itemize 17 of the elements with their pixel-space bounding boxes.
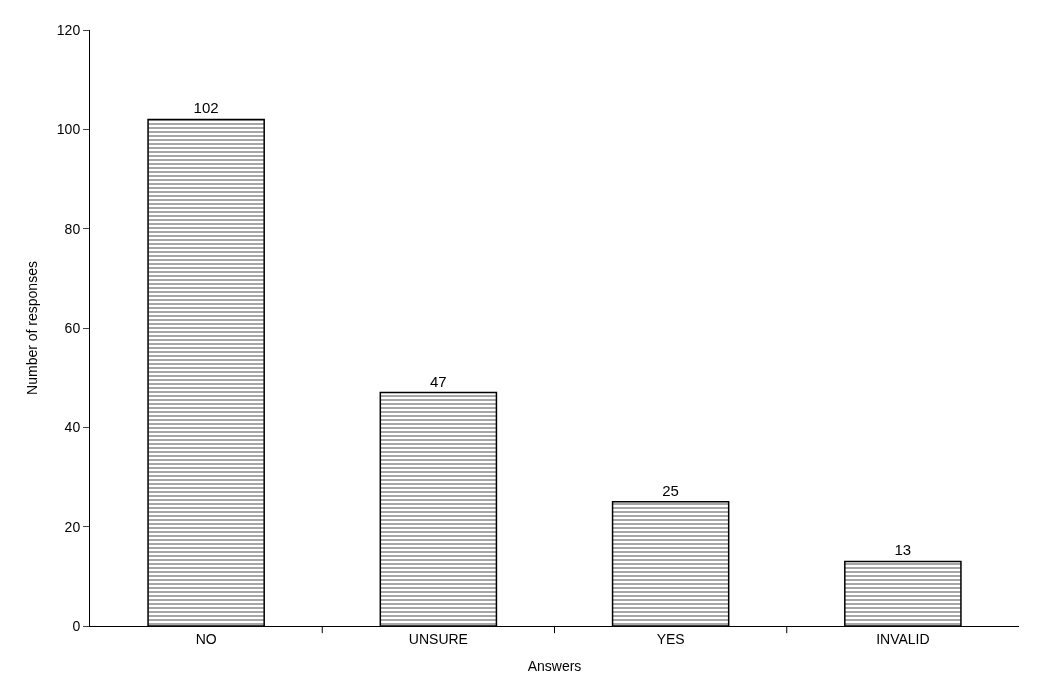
y-tick-label: 100	[56, 121, 81, 138]
x-tick-label: INVALID	[876, 630, 930, 647]
data-label: 102	[193, 99, 219, 117]
x-axis-title: Answers	[527, 658, 582, 675]
y-axis-title: Number of responses	[24, 261, 41, 395]
y-tick-label: 60	[64, 319, 81, 336]
x-tick-label: NO	[195, 630, 217, 647]
y-tick-label: 120	[56, 21, 81, 38]
data-label: 25	[662, 481, 679, 499]
data-label: 13	[894, 541, 912, 559]
y-tick-label: 80	[64, 220, 81, 237]
x-tick-label: YES	[656, 630, 685, 647]
x-tick-label: UNSURE	[408, 630, 468, 647]
y-tick-label: 20	[64, 518, 81, 535]
y-tick-label: 0	[72, 617, 81, 634]
data-label: 47	[430, 372, 447, 390]
y-tick-label: 40	[64, 419, 81, 436]
